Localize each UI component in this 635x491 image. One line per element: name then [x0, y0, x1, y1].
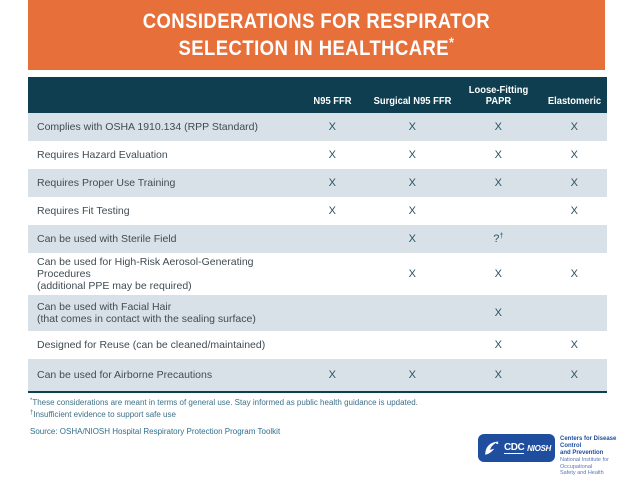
table-cell: X: [570, 369, 579, 381]
table-cell: X: [408, 233, 417, 245]
table-cell: X: [570, 339, 579, 351]
row-label: Requires Fit Testing: [37, 205, 130, 217]
row-sublabel: (that comes in contact with the sealing …: [37, 313, 256, 325]
row-label: Can be used with Sterile Field: [37, 233, 177, 245]
table-row-high-risk-aerosol: Can be used for High-Risk Aerosol-Genera…: [28, 253, 607, 295]
row-label: Designed for Reuse (can be cleaned/maint…: [37, 339, 266, 351]
table-cell: X: [494, 177, 503, 189]
table-row-proper-use-training: Requires Proper Use Training X X X X: [28, 169, 607, 197]
table-cell: X: [408, 177, 417, 189]
table-cell: X: [328, 369, 337, 381]
table-cell-question: ?†: [493, 233, 504, 245]
footnote-insufficient-evidence: †Insufficient evidence to support safe u…: [30, 410, 176, 419]
table-cell: X: [494, 369, 503, 381]
title-asterisk: *: [449, 34, 455, 50]
title-banner: CONSIDERATIONS FOR RESPIRATOR SELECTION …: [28, 0, 605, 70]
page-title-line2: SELECTION IN HEALTHCARE: [178, 37, 450, 60]
row-label: Can be used for High-Risk Aerosol-Genera…: [28, 256, 295, 292]
respirator-comparison-table: N95 FFR Surgical N95 FFR Loose-Fitting P…: [28, 77, 607, 393]
table-row-sterile-field: Can be used with Sterile Field X ?†: [28, 225, 607, 253]
cdc-org-name-line1: Centers for Disease Control: [560, 436, 617, 449]
table-cell: X: [570, 149, 579, 161]
dagger-marker: †: [30, 410, 34, 416]
row-label: Requires Hazard Evaluation: [37, 149, 168, 161]
table-row-designed-for-reuse: Designed for Reuse (can be cleaned/maint…: [28, 331, 607, 359]
row-sublabel: (additional PPE may be required): [37, 280, 192, 292]
column-header-surgical-n95-ffr: Surgical N95 FFR: [373, 96, 452, 107]
table-cell: X: [328, 205, 337, 217]
page-title-line1: CONSIDERATIONS FOR RESPIRATOR: [142, 10, 491, 33]
table-row-hazard-evaluation: Requires Hazard Evaluation X X X X: [28, 141, 607, 169]
table-row-facial-hair: Can be used with Facial Hair (that comes…: [28, 295, 607, 331]
niosh-institute-line1: National Institute for Occupational: [560, 457, 609, 470]
row-label: Requires Proper Use Training: [37, 177, 176, 189]
table-cell: X: [570, 205, 579, 217]
page-title: CONSIDERATIONS FOR RESPIRATOR SELECTION …: [143, 8, 490, 62]
table-cell: X: [570, 268, 579, 280]
table-cell: X: [494, 339, 503, 351]
row-label: Complies with OSHA 1910.134 (RPP Standar…: [37, 121, 259, 133]
table-cell: X: [328, 121, 337, 133]
table-cell: X: [408, 149, 417, 161]
table-cell: X: [494, 149, 503, 161]
column-header-n95-ffr: N95 FFR: [313, 96, 352, 107]
table-cell: X: [494, 307, 503, 319]
logo-text: Centers for Disease Control and Preventi…: [560, 434, 635, 477]
table-header-row: N95 FFR Surgical N95 FFR Loose-Fitting P…: [28, 77, 607, 113]
cdc-niosh-logo: CDC NIOSH Centers for Disease Control an…: [478, 434, 635, 477]
table-cell: X: [408, 205, 417, 217]
cdc-wordmark: CDC: [504, 442, 525, 454]
footnotes: *These considerations are meant in terms…: [30, 396, 418, 437]
source-citation: Source: OSHA/NIOSH Hospital Respiratory …: [30, 427, 281, 436]
table-cell: X: [328, 177, 337, 189]
table-cell: X: [408, 121, 417, 133]
table-row-airborne-precautions: Can be used for Airborne Precautions X X…: [28, 359, 607, 391]
hhs-eagle-icon: [485, 441, 499, 455]
table-cell: X: [408, 369, 417, 381]
niosh-institute-line2: Safety and Health: [560, 470, 604, 476]
row-label: Can be used for Airborne Precautions: [37, 369, 213, 381]
row-label: Can be used with Facial Hair (that comes…: [28, 301, 295, 325]
table-cell: X: [408, 268, 417, 280]
table-cell: X: [570, 121, 579, 133]
table-cell: X: [494, 268, 503, 280]
footnote-general-use: *These considerations are meant in terms…: [30, 398, 418, 407]
cdc-logo-badge: CDC NIOSH: [478, 434, 555, 462]
column-header-loose-fitting-papr: Loose-Fitting PAPR: [468, 85, 529, 107]
table-cell: X: [570, 177, 579, 189]
table-row-osha-standard: Complies with OSHA 1910.134 (RPP Standar…: [28, 113, 607, 141]
dagger-footnote-marker: †: [499, 233, 504, 240]
cdc-org-name-line2: and Prevention: [560, 450, 604, 456]
column-header-elastomeric: Elastomeric: [547, 96, 602, 107]
niosh-wordmark: NIOSH: [527, 443, 552, 453]
table-cell: X: [328, 149, 337, 161]
table-cell: X: [494, 121, 503, 133]
asterisk-marker: *: [30, 398, 33, 404]
table-row-fit-testing: Requires Fit Testing X X X: [28, 197, 607, 225]
